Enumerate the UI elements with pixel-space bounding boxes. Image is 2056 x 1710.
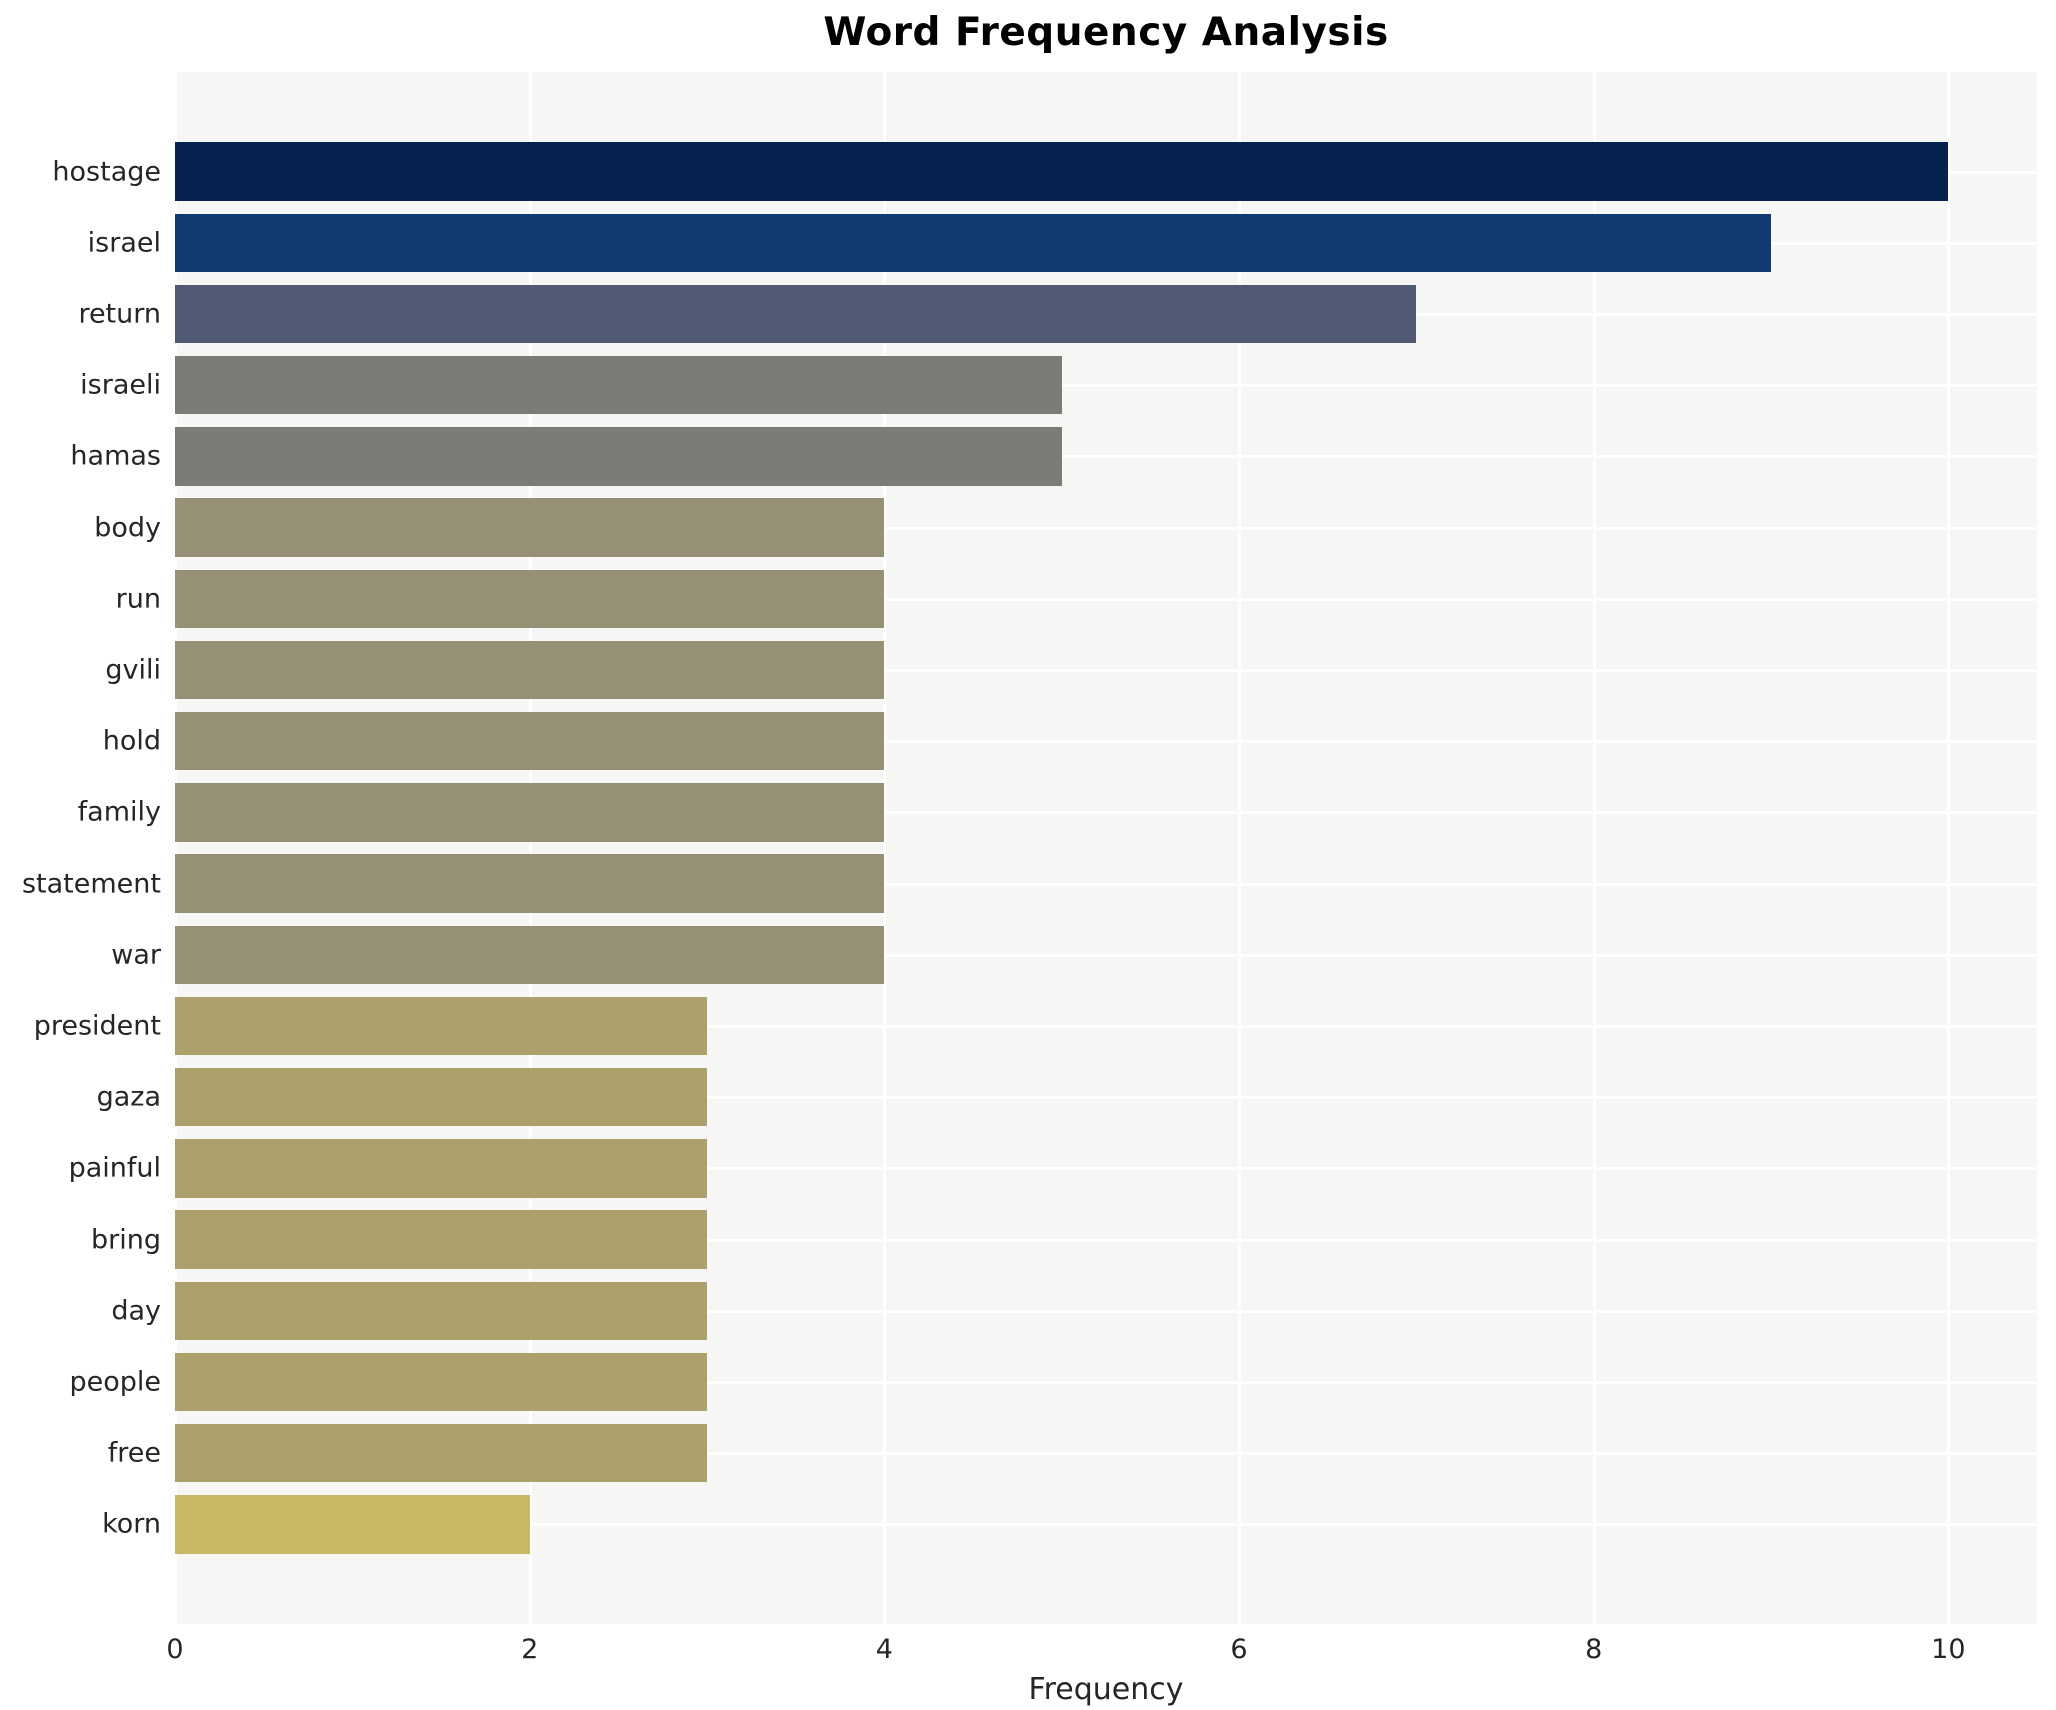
x-tick-label: 10 (1931, 1634, 1966, 1665)
bar-gvili (175, 640, 885, 700)
bar-row: israel (88, 207, 2037, 278)
plot-area: hostage israel return israeli hamas body run gv… (22, 72, 2037, 1624)
y-tick-label: israeli (80, 369, 161, 401)
bar-row: family (78, 777, 2037, 848)
x-axis-ticks: 0 2 4 6 8 10 (166, 1634, 2037, 1674)
bar-row: hold (103, 706, 2037, 777)
y-tick-label: free (107, 1437, 161, 1469)
bar-row: painful (69, 1133, 2037, 1204)
horizontal-gridline (175, 669, 2037, 673)
bar-run (175, 569, 885, 628)
bar-day (175, 1281, 707, 1341)
y-tick-label: korn (102, 1508, 161, 1540)
bar-korn (175, 1495, 530, 1554)
vertical-gridline (883, 72, 887, 1624)
vertical-gridline (174, 72, 177, 1624)
horizontal-gridline (175, 526, 2037, 530)
y-tick-label: statement (21, 868, 161, 900)
y-tick-label: people (69, 1366, 161, 1398)
bar-israel (175, 213, 1771, 272)
horizontal-gridline (175, 811, 2037, 815)
vertical-gridline (1238, 72, 1241, 1624)
bar-row: israeli (80, 350, 2037, 421)
y-tick-label: hamas (70, 440, 161, 472)
bar-war (175, 925, 885, 985)
bar-painful (175, 1139, 707, 1198)
y-tick-label: gvili (105, 654, 161, 686)
horizontal-gridline (175, 1452, 2037, 1456)
horizontal-gridline (175, 384, 2037, 388)
bar-row: war (111, 919, 2037, 990)
bar-row: statement (22, 848, 2037, 919)
horizontal-gridline (175, 1096, 2037, 1100)
x-tick-label: 8 (1585, 1634, 1603, 1665)
bar-free (175, 1424, 707, 1483)
bar-gaza (175, 1068, 707, 1127)
y-tick-label: family (77, 796, 161, 828)
bar-row: body (94, 492, 2037, 563)
y-tick-label: war (111, 939, 161, 971)
bar-row: run (116, 563, 2037, 634)
bar-row: return (78, 278, 2037, 349)
y-tick-label: hold (102, 725, 161, 757)
bar-president (175, 996, 707, 1056)
bar-hostage (175, 142, 1949, 201)
horizontal-gridline (175, 953, 2037, 957)
y-tick-label: return (78, 298, 161, 330)
bar-row: day (111, 1275, 2037, 1346)
horizontal-gridline (175, 597, 2037, 601)
horizontal-gridline (175, 740, 2037, 744)
bar-row: hostage (52, 136, 2037, 207)
horizontal-gridline (175, 455, 2037, 459)
horizontal-gridline (175, 1238, 2037, 1242)
bar-israeli (175, 356, 1062, 415)
bar-family (175, 783, 885, 842)
y-tick-label: gaza (96, 1081, 161, 1113)
bar-body (175, 498, 885, 557)
bar-row: korn (102, 1489, 2037, 1560)
x-tick-label: 0 (166, 1634, 184, 1665)
bar-people (175, 1352, 707, 1412)
x-tick-label: 2 (521, 1634, 539, 1665)
horizontal-gridline (175, 1381, 2037, 1385)
y-tick-label: hostage (52, 156, 161, 188)
horizontal-gridline (175, 1167, 2037, 1171)
bar-rows: hostage israel return israeli hamas body run gv… (22, 136, 2037, 1560)
bar-row: president (34, 990, 2037, 1061)
bar-row: free (108, 1418, 2037, 1489)
horizontal-gridline (175, 1309, 2037, 1313)
bar-row: gaza (97, 1062, 2037, 1133)
y-tick-label: israel (87, 227, 161, 259)
x-axis-label: Frequency (1028, 1672, 1184, 1707)
bar-row: gvili (105, 634, 2037, 705)
y-tick-label: bring (91, 1224, 161, 1256)
bar-hamas (175, 427, 1062, 486)
horizontal-gridline (175, 1523, 2037, 1527)
chart-title: Word Frequency Analysis (823, 10, 1389, 55)
vertical-gridline (1947, 72, 1951, 1624)
y-tick-label: run (115, 583, 161, 615)
y-tick-label: day (111, 1295, 161, 1327)
y-tick-label: painful (68, 1152, 161, 1184)
bar-bring (175, 1210, 707, 1269)
bar-return (175, 284, 1417, 344)
vertical-gridline (528, 72, 532, 1624)
vertical-gridline (1592, 72, 1596, 1624)
bar-row: bring (91, 1204, 2037, 1275)
y-tick-label: body (94, 512, 161, 544)
horizontal-gridline (175, 882, 2037, 886)
horizontal-gridline (175, 1025, 2037, 1029)
y-tick-label: president (33, 1010, 161, 1042)
bar-statement (175, 854, 885, 913)
x-tick-label: 6 (1230, 1634, 1248, 1665)
x-tick-label: 4 (875, 1634, 893, 1665)
bar-row: hamas (70, 421, 2037, 492)
bar-hold (175, 712, 885, 771)
bar-row: people (69, 1346, 2037, 1417)
